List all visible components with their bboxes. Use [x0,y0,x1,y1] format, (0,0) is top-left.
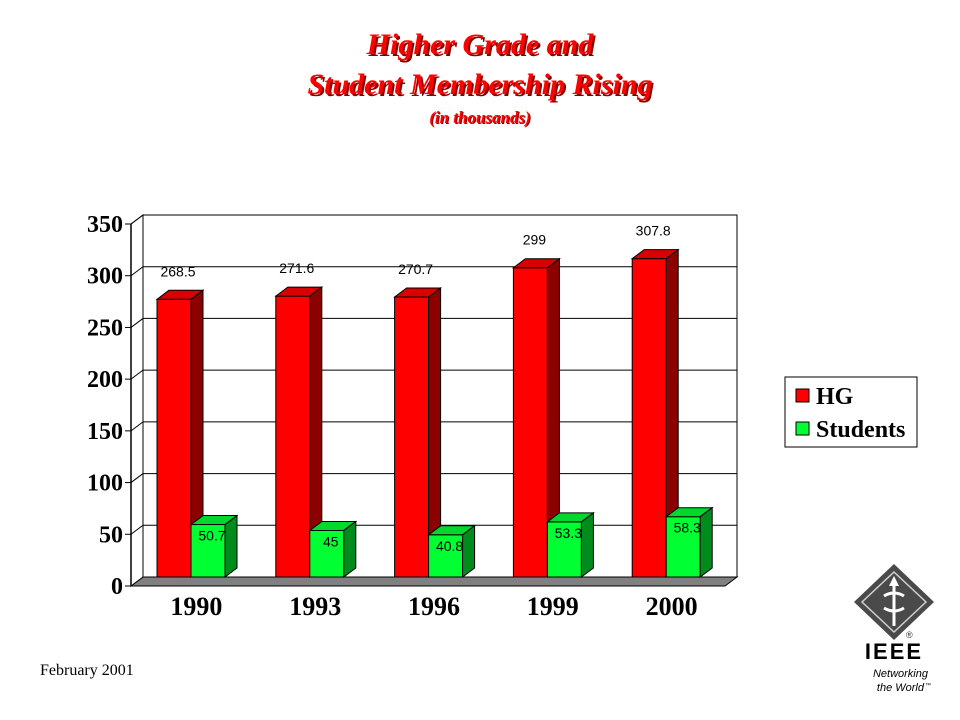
logo-registered-mark: ® [906,630,913,640]
data-label-students-1990: 50.7 [198,528,225,544]
gridline-side [130,421,144,432]
logo-tagline-line1: Networking [873,668,929,680]
bar-side-students-1993 [343,520,357,578]
gridline-side [130,473,144,483]
logo-tagline-line2: the World [877,682,925,694]
gridline-side [130,318,144,328]
plot-area: 0 50 100 150 200 250 300 350 268.5 50.7 1990 271.6 4… [87,212,739,621]
data-label-students-1996: 40.8 [436,538,463,554]
data-label-hg-1990: 268.5 [160,263,195,279]
bar-hg-2000 [631,258,667,578]
bar-hg-1999 [512,267,548,578]
data-label-hg-1993: 271.6 [279,260,314,276]
chart-title-line1: Higher Grade and [366,28,594,61]
legend-label-hg: HG [816,384,854,410]
data-label-hg-1996: 270.7 [398,261,433,277]
footer-date: February 2001 [40,662,134,679]
bar-students-1993 [309,529,345,578]
y-tick-label: 200 [87,367,123,393]
gridline-side [130,524,144,535]
logo-trademark: ™ [925,682,931,689]
bar-side-students-2000 [699,506,713,578]
plot-floor [129,576,739,587]
y-tick-label: 350 [87,212,123,238]
chart-subtitle: (in thousands) [429,108,531,127]
bar-students-2000 [665,516,701,578]
x-tick-label: 1993 [289,592,341,621]
bar-hg-1993 [275,295,311,578]
data-label-students-1999: 53.3 [555,525,582,541]
y-tick-label: 300 [87,264,123,290]
x-tick-label: 1996 [408,592,460,621]
legend-label-students: Students [816,417,905,443]
bar-side-students-1996 [462,524,476,578]
legend-swatch-students [795,421,810,436]
legend-swatch-hg [795,388,810,403]
bar-hg-1990 [156,298,192,578]
bar-side-students-1990 [224,514,238,578]
data-label-hg-2000: 307.8 [636,223,671,239]
y-tick-label: 0 [111,574,123,600]
x-tick-label: 2000 [646,592,698,621]
bar-hg-1996 [394,296,430,578]
chart-title-line2: Student Membership Rising [307,68,653,101]
y-tick-label: 100 [87,471,123,497]
gridline-side [130,266,144,277]
gridline-side [130,214,144,225]
logo-wordmark: IEEE [865,639,923,664]
data-label-hg-1999: 299 [523,232,547,248]
y-tick-label: 250 [87,315,123,341]
gridline-side [130,369,144,380]
ieee-logo: ® IEEE Networking the World ™ [854,564,934,694]
y-tick-label: 50 [99,522,123,548]
y-tick-label: 150 [87,419,123,445]
data-label-students-2000: 58.3 [674,520,701,536]
x-tick-label: 1990 [170,592,222,621]
x-tick-label: 1999 [527,592,579,621]
chart-legend: HG Students [784,376,918,448]
data-label-students-1993: 45 [323,533,339,549]
bar-side-students-1999 [580,511,594,578]
